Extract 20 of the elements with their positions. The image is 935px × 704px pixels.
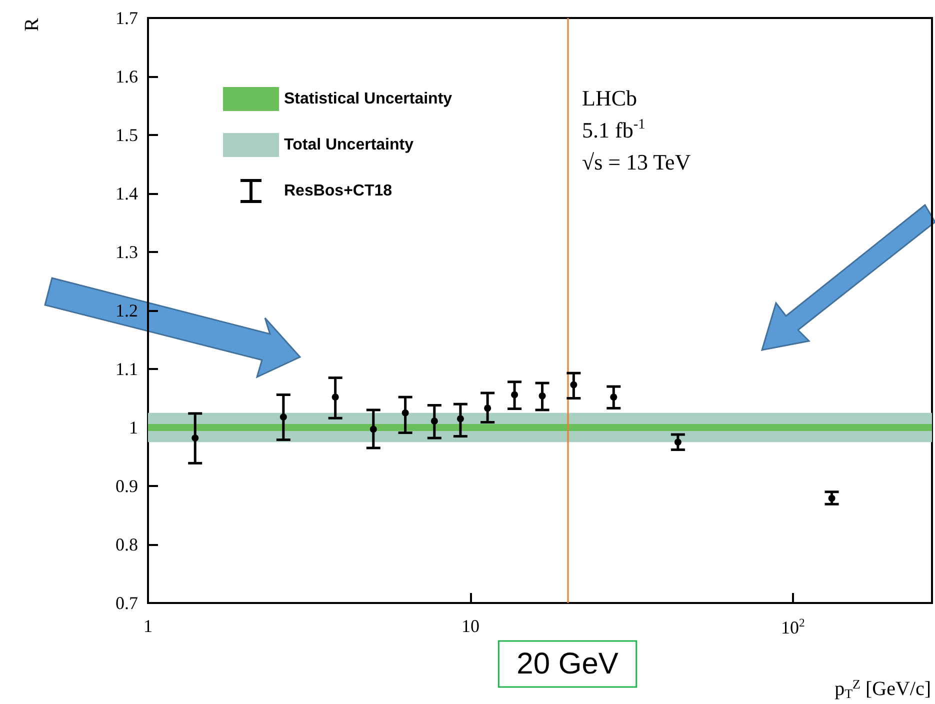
y-tick-label: 1 — [129, 418, 138, 438]
y-axis-title: R — [21, 17, 43, 32]
y-tick-label: 1.6 — [116, 66, 138, 86]
annotation: √s = 13 TeV — [582, 150, 691, 174]
y-tick-label: 1.7 — [116, 8, 138, 28]
x-tick-label: 1 — [144, 616, 152, 636]
legend-label: ResBos+CT18 — [284, 182, 392, 200]
legend-label: Statistical Uncertainty — [284, 90, 452, 108]
y-tick-label: 0.7 — [116, 593, 138, 613]
x-tick-label: 10 — [461, 616, 480, 636]
y-tick-label: 1.3 — [116, 242, 138, 262]
ref-line-label: 20 GeV — [516, 648, 618, 680]
y-tick-label: 0.8 — [116, 534, 138, 554]
y-tick-label: 1.2 — [116, 300, 138, 320]
y-tick-label: 1.5 — [116, 125, 138, 145]
annotation: LHCb — [582, 86, 637, 110]
y-tick-label: 1.4 — [116, 184, 138, 204]
legend-label: Total Uncertainty — [284, 136, 414, 154]
y-tick-label: 0.9 — [116, 476, 138, 496]
y-tick-label: 1.1 — [116, 359, 138, 379]
